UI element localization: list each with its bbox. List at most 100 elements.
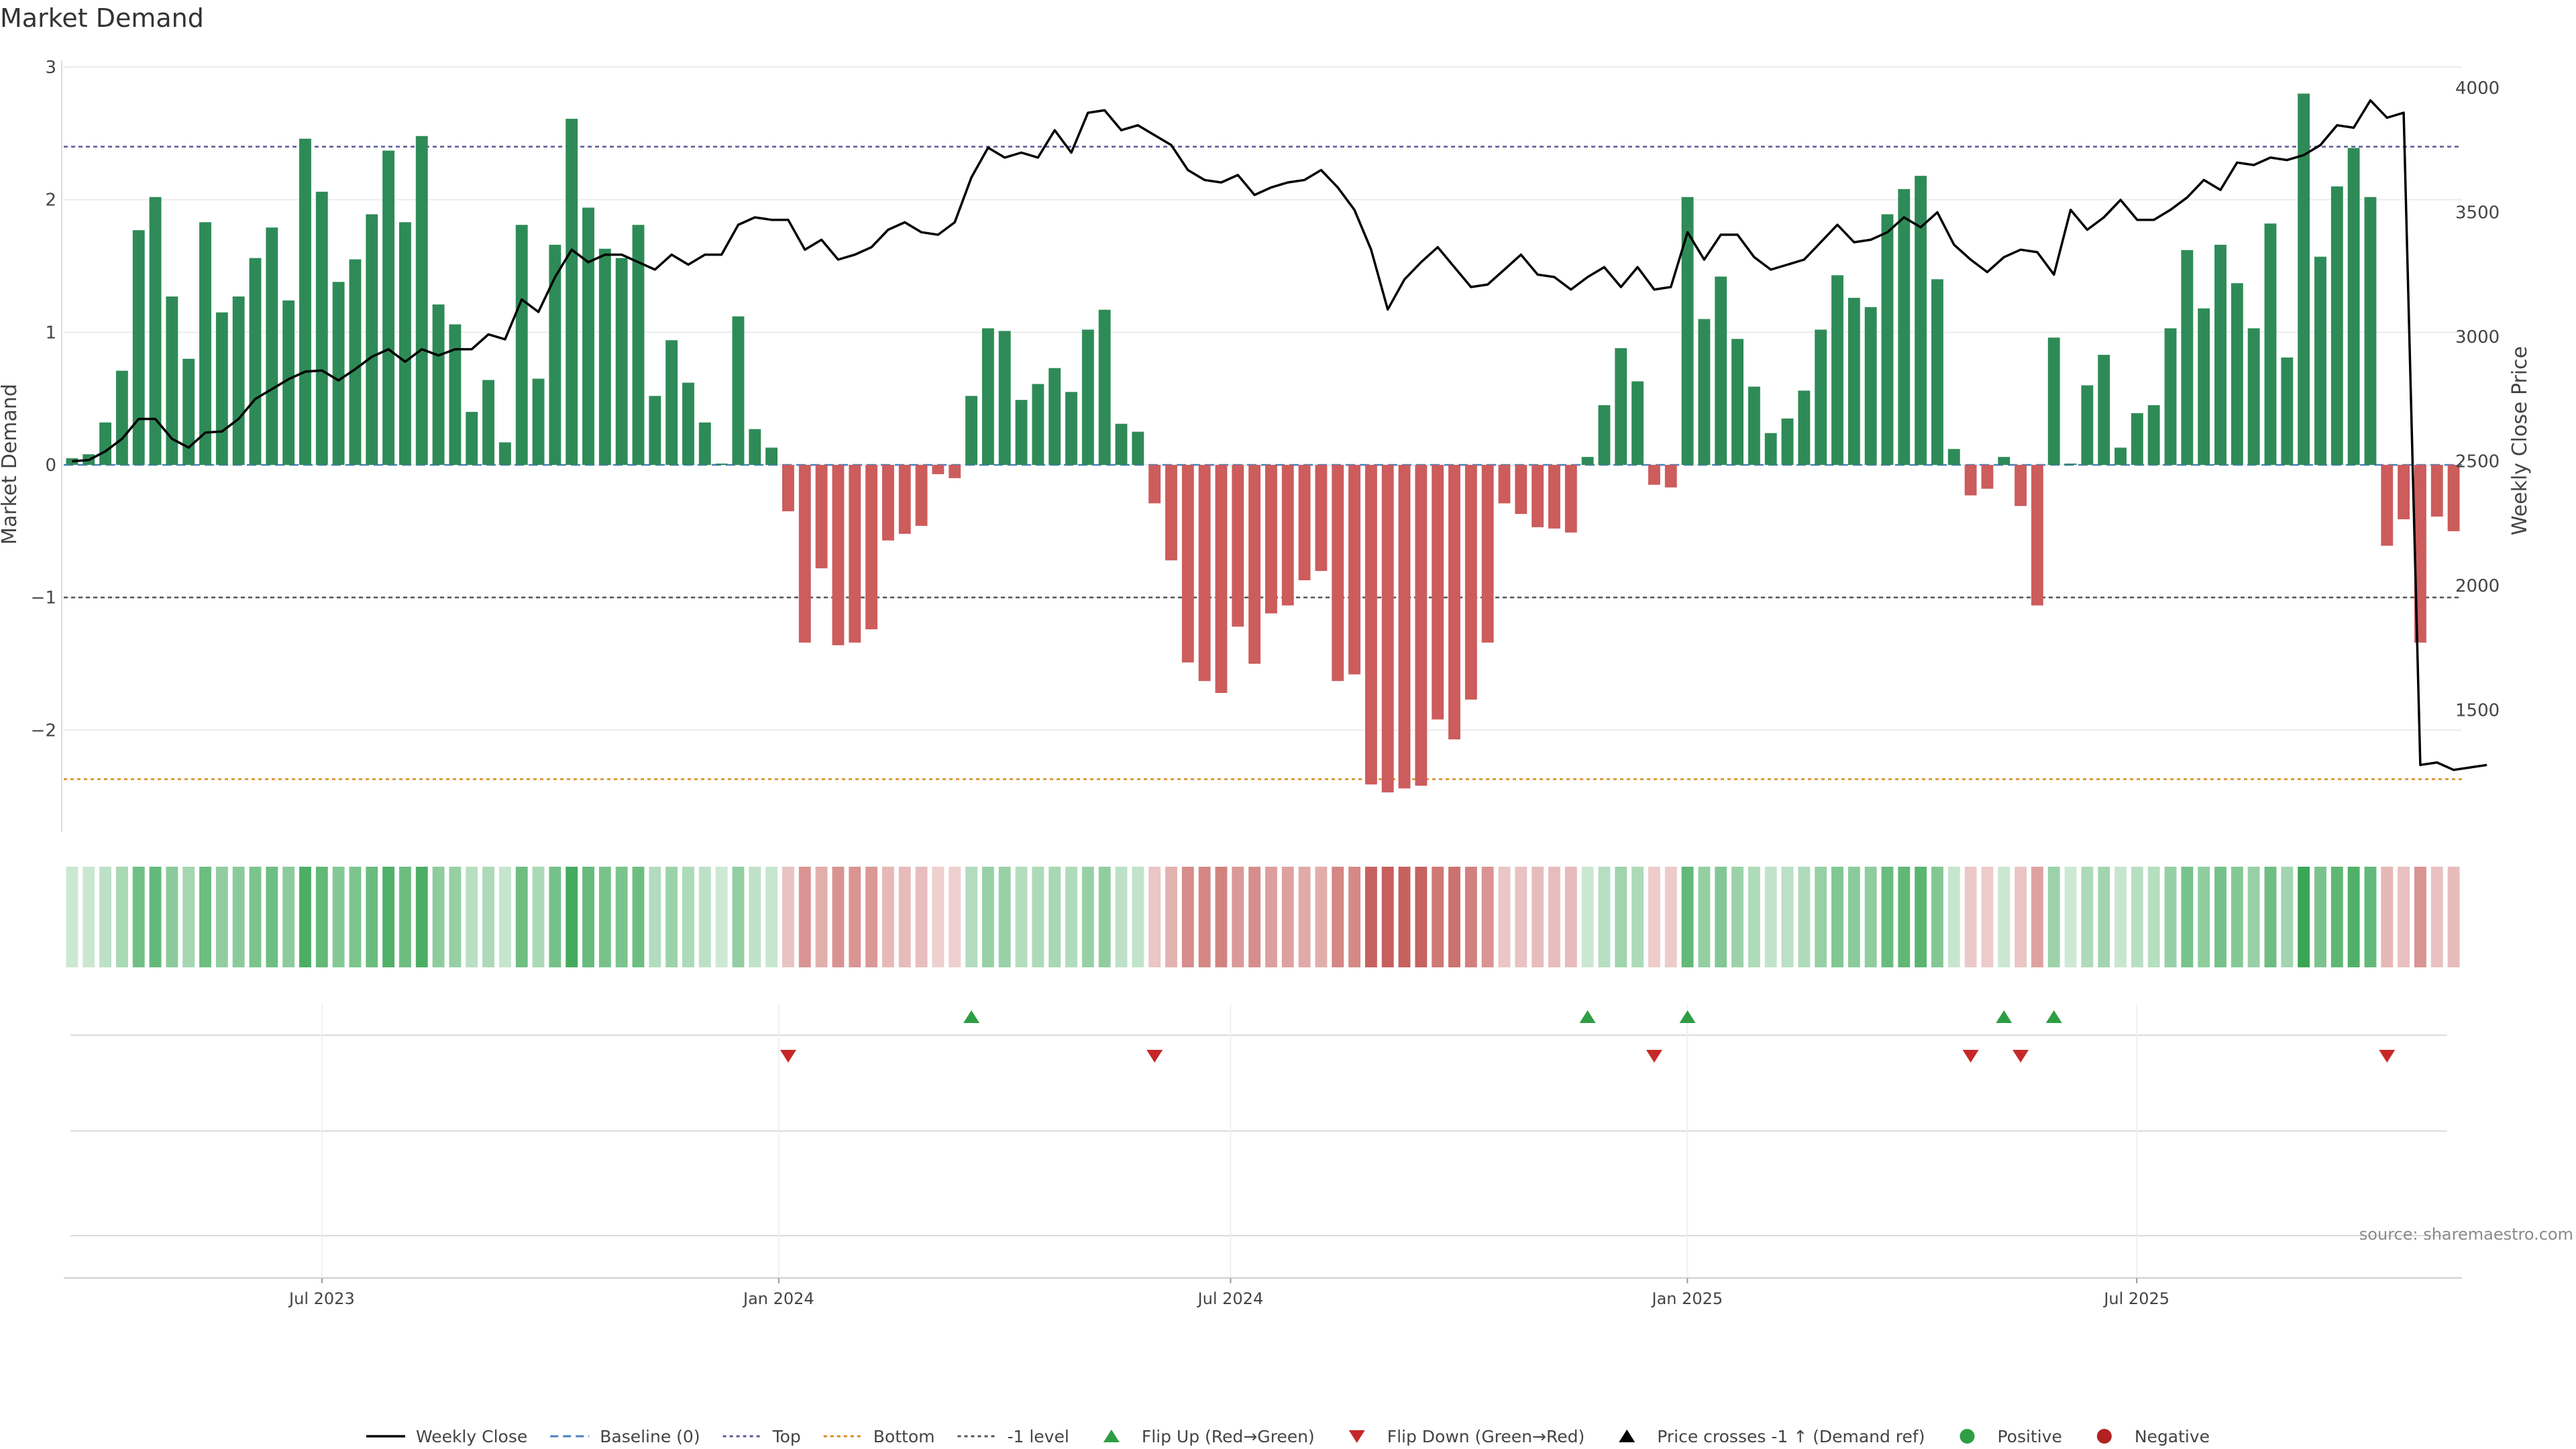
heatmap-cell: [1931, 867, 1943, 967]
heatmap-cell: [2430, 867, 2443, 967]
heatmap-cell: [849, 867, 861, 967]
heatmap-cell: [2398, 867, 2410, 967]
heatmap-cell: [881, 867, 894, 967]
flip-up-marker: [1579, 1010, 1596, 1023]
heatmap-cell: [2147, 867, 2160, 967]
heatmap-cell: [649, 867, 661, 967]
positive-bar: [199, 222, 211, 465]
legend-item: Negative: [2096, 1427, 2210, 1446]
legend-label: Negative: [2135, 1427, 2210, 1446]
negative-bar: [1348, 465, 1360, 675]
date-tick-label: Jan 2025: [1650, 1289, 1723, 1308]
positive-bar: [582, 207, 594, 465]
heatmap-cell: [615, 867, 628, 967]
positive-bar: [115, 370, 128, 465]
heatmap-cell: [1731, 867, 1743, 967]
flip-up-marker: [1679, 1010, 1696, 1023]
positive-bar: [415, 136, 428, 465]
heatmap-cell: [249, 867, 262, 967]
heatmap-cell: [1681, 867, 1694, 967]
heatmap-cell: [166, 867, 178, 967]
flip-up-marker: [1996, 1010, 2012, 1023]
heatmap-cell: [1315, 867, 1328, 967]
positive-bar: [615, 258, 628, 465]
positive-bar: [2247, 328, 2260, 465]
heatmap-cell: [2031, 867, 2043, 967]
y2-tick-label: 1500: [2455, 701, 2500, 721]
heatmap-cell: [1381, 867, 1394, 967]
positive-bar: [2214, 244, 2226, 465]
heatmap-cell: [2364, 867, 2377, 967]
positive-bar: [2330, 186, 2343, 465]
negative-bar: [1232, 465, 1244, 627]
positive-bar: [299, 138, 311, 466]
negative-bar: [2414, 465, 2426, 643]
heatmap-cell: [1098, 867, 1111, 967]
heatmap-cell: [1548, 867, 1560, 967]
positive-bar: [1831, 275, 1843, 465]
negative-bar: [949, 465, 961, 478]
negative-bar: [1181, 465, 1194, 663]
positive-bar: [1015, 400, 1028, 465]
positive-bar: [366, 214, 378, 465]
negative-bar: [1248, 465, 1261, 664]
heatmap-cell: [765, 867, 778, 967]
heatmap-cell: [2447, 867, 2460, 967]
heatmap-cell: [2314, 867, 2326, 967]
positive-bar: [732, 316, 745, 465]
heatmap-cell: [232, 867, 245, 967]
flip-up-marker: [963, 1010, 980, 1023]
flip-down-marker: [780, 1050, 796, 1063]
negative-bar: [915, 465, 928, 526]
negative-bar: [815, 465, 828, 569]
heatmap-cell: [1265, 867, 1277, 967]
heatmap-cell: [632, 867, 645, 967]
legend-item: Flip Up (Red→Green): [1103, 1427, 1315, 1446]
positive-bar: [2131, 413, 2143, 465]
heatmap-cell: [315, 867, 328, 967]
heatmap-cell: [1165, 867, 1177, 967]
heatmap-cell: [432, 867, 445, 967]
heatmap-cell: [449, 867, 462, 967]
positive-bar: [2114, 447, 2127, 465]
weekly-close-line: [72, 99, 2487, 771]
flip-down-marker: [2379, 1050, 2396, 1063]
negative-bar: [1664, 465, 1677, 488]
positive-bar: [282, 300, 295, 465]
y2-tick-label: 2500: [2455, 452, 2500, 472]
heatmap-cell: [66, 867, 78, 967]
positive-bar: [2164, 328, 2177, 465]
heatmap-cell: [598, 867, 611, 967]
positive-bar: [2047, 337, 2060, 465]
positive-bar: [2198, 308, 2210, 465]
positive-bar: [1847, 297, 1860, 465]
heatmap-cell: [2064, 867, 2077, 967]
heatmap-cell: [415, 867, 428, 967]
heatmap-cell: [532, 867, 545, 967]
positive-bar: [715, 464, 728, 465]
positive-bar: [215, 312, 228, 465]
positive-bar: [382, 150, 395, 465]
positive-bar: [515, 225, 528, 465]
flip-up-marker: [2045, 1010, 2062, 1023]
heatmap-cell: [1515, 867, 1527, 967]
negative-bar: [1648, 465, 1660, 485]
heatmap-cell: [199, 867, 211, 967]
positive-bar: [1631, 381, 1644, 465]
positive-bar: [166, 296, 178, 465]
heatmap-cell: [1415, 867, 1428, 967]
positive-bar: [1032, 384, 1044, 465]
positive-bar: [1915, 176, 1927, 465]
negative-bar: [1148, 465, 1161, 504]
positive-bar: [1681, 197, 1694, 465]
heatmap-cell: [1781, 867, 1794, 967]
positive-bar: [549, 244, 561, 465]
heatmap-cell: [1115, 867, 1128, 967]
heatmap-cell: [1581, 867, 1594, 967]
heatmap-cell: [2198, 867, 2210, 967]
heatmap-cell: [782, 867, 794, 967]
legend-label: Baseline (0): [600, 1427, 700, 1446]
legend-label: Bottom: [873, 1427, 935, 1446]
positive-bar: [1947, 449, 1960, 465]
